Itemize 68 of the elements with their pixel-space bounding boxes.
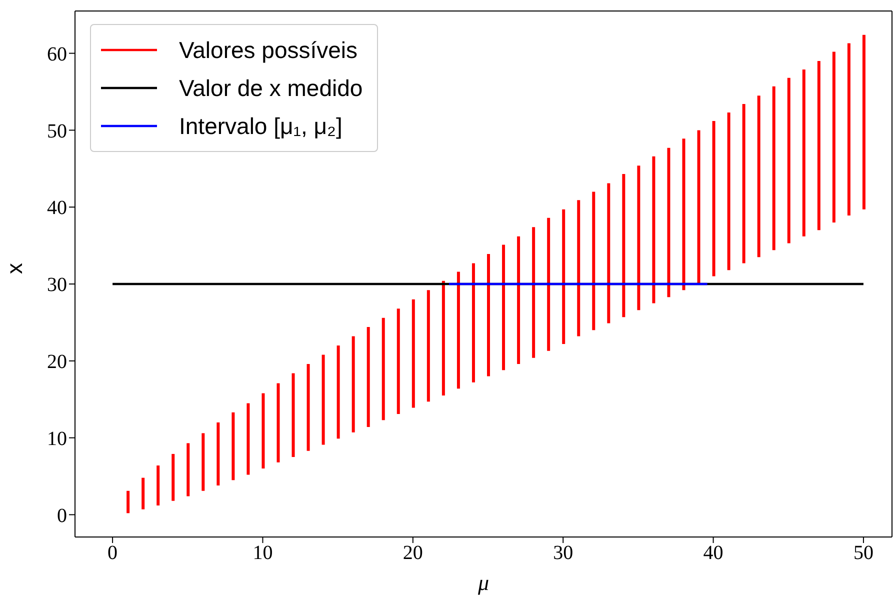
- y-tick-label: 30: [47, 274, 67, 296]
- bar: [772, 86, 776, 250]
- legend-label: Intervalo [μ₁, μ₂]: [179, 112, 342, 140]
- bar: [262, 393, 265, 469]
- x-tick-label: 0: [108, 542, 118, 564]
- bar: [802, 69, 806, 236]
- bar: [186, 443, 190, 496]
- x-axis-title: μ: [476, 570, 490, 595]
- bar: [156, 465, 160, 506]
- x-tick-label: 10: [252, 542, 273, 564]
- bar: [276, 383, 280, 462]
- bar: [697, 130, 700, 284]
- bar: [292, 373, 295, 458]
- bar: [607, 183, 610, 324]
- legend-label: Valor de x medido: [179, 74, 363, 102]
- bar: [172, 454, 175, 501]
- bar: [517, 236, 520, 364]
- bar: [742, 104, 746, 264]
- y-tick-label: 0: [57, 504, 67, 527]
- bar: [202, 433, 205, 491]
- bar: [502, 244, 506, 370]
- bar: [622, 174, 626, 318]
- bar: [487, 254, 490, 376]
- bar: [366, 327, 370, 428]
- bar: [396, 308, 400, 414]
- bar: [442, 280, 445, 396]
- bar: [862, 34, 866, 210]
- bar: [306, 364, 310, 451]
- x-tick-label: 30: [553, 542, 574, 564]
- bar: [336, 346, 340, 439]
- bar: [832, 52, 836, 222]
- x-tick-label: 20: [402, 542, 423, 564]
- bar: [216, 422, 220, 486]
- bar: [817, 60, 820, 230]
- bar: [246, 403, 250, 475]
- bar: [547, 218, 550, 351]
- y-tick-label: 40: [47, 197, 67, 220]
- bar: [712, 120, 716, 276]
- bar: [667, 148, 670, 298]
- x-tick-label: 40: [703, 542, 724, 564]
- y-axis-title: x: [2, 263, 27, 274]
- bar: [456, 272, 460, 389]
- bar: [352, 336, 355, 432]
- bar: [562, 209, 566, 344]
- bar: [412, 299, 415, 408]
- bar: [682, 138, 686, 290]
- y-tick-label: 60: [47, 43, 67, 66]
- bar: [426, 290, 430, 402]
- bar: [382, 318, 385, 420]
- bar: [637, 166, 640, 310]
- bar: [142, 478, 145, 510]
- bar: [727, 112, 730, 270]
- bar: [322, 354, 325, 445]
- y-tick-label: 50: [47, 120, 67, 142]
- bar: [652, 156, 656, 304]
- bar: [472, 263, 475, 382]
- bar: [532, 227, 536, 358]
- bar: [126, 490, 130, 514]
- x-tick-label: 50: [853, 542, 874, 564]
- y-tick-label: 10: [47, 428, 67, 450]
- bar: [847, 43, 850, 216]
- bar: [592, 192, 596, 330]
- bar: [577, 200, 580, 336]
- bar: [232, 412, 235, 480]
- bar: [787, 78, 790, 244]
- bar: [757, 96, 760, 258]
- legend-label: Valores possíveis: [179, 36, 358, 64]
- y-tick-label: 20: [47, 351, 67, 373]
